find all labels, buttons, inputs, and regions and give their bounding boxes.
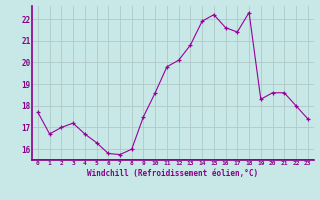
- X-axis label: Windchill (Refroidissement éolien,°C): Windchill (Refroidissement éolien,°C): [87, 169, 258, 178]
